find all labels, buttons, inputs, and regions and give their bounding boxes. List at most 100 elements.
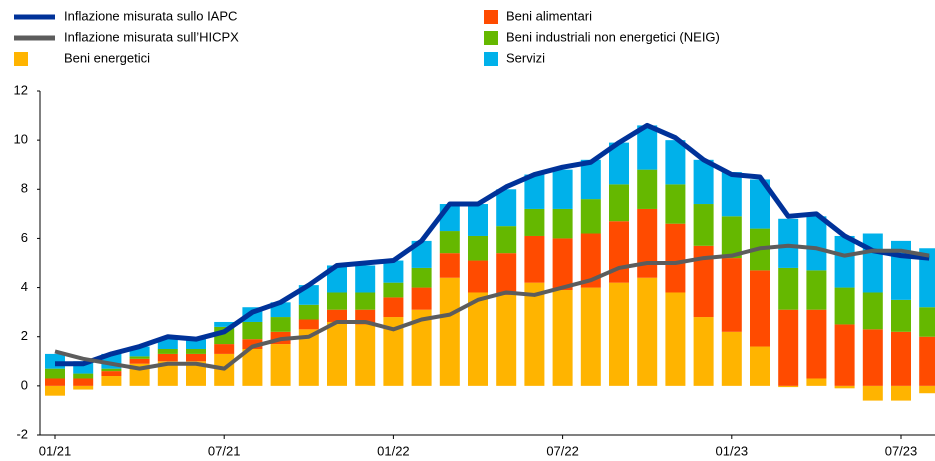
bar-segment: [101, 368, 122, 372]
bar-segment: [411, 240, 432, 268]
bar-segment: [242, 339, 263, 349]
line-series: [54, 243, 930, 371]
legend-label: Inflazione misurata sullo IAPC: [64, 8, 237, 23]
bar-segment: [186, 353, 206, 362]
bar-segment: [157, 353, 178, 362]
bar-segment: [637, 125, 658, 170]
bar-segment: [919, 248, 935, 308]
bar-segment: [242, 349, 263, 386]
bar-segment: [242, 321, 263, 340]
legend-label: Beni industriali non energetici (NEIG): [506, 29, 720, 44]
bar-segment: [665, 292, 686, 386]
bar-segment: [834, 324, 855, 386]
bar-segment: [609, 282, 629, 386]
bar-segment: [665, 184, 686, 224]
legend-line: [14, 14, 55, 20]
bar-segment: [580, 287, 601, 386]
bar-segment: [45, 378, 65, 386]
y-tick-label: 12: [14, 82, 28, 97]
bar-segment: [411, 309, 432, 386]
bar-segment: [891, 299, 911, 332]
x-tick-label: 07/21: [208, 443, 241, 458]
line-series: [55, 122, 930, 367]
bar-segment: [750, 346, 770, 386]
x-tick-label: 07/23: [885, 443, 918, 458]
y-tick-label: 10: [14, 132, 28, 147]
bar-segment: [298, 304, 319, 320]
bar-segment: [439, 277, 460, 386]
bar-segment: [73, 378, 94, 386]
bar-segment: [524, 235, 545, 283]
bar-segment: [919, 385, 935, 394]
bar-segment: [891, 385, 911, 401]
bar-segment: [778, 309, 799, 386]
bar-segment: [45, 368, 65, 379]
bar-segment: [637, 208, 658, 278]
bar-segment: [157, 361, 178, 386]
bar-segment: [468, 235, 488, 261]
bar-segment: [270, 344, 291, 386]
bar-segment: [45, 385, 65, 396]
y-tick-label: 0: [21, 377, 28, 392]
bar-segment: [750, 270, 770, 347]
bar-segment: [327, 321, 347, 386]
y-tick-label: 4: [21, 279, 28, 294]
bar-segment: [129, 346, 150, 357]
bar-segment: [383, 297, 404, 318]
bar-segment: [129, 356, 150, 359]
bar-segment: [721, 216, 742, 259]
bar-segment: [186, 339, 206, 349]
bar-segment: [411, 267, 432, 288]
bar-segment: [778, 267, 799, 310]
bar-segment: [157, 339, 178, 349]
bar-segment: [214, 344, 235, 354]
bar-segment: [693, 317, 714, 386]
bar-segment: [862, 233, 883, 293]
legend-label: Beni energetici: [64, 50, 150, 65]
bar-segment: [496, 294, 517, 386]
bar-segment: [383, 282, 404, 298]
bar-segment: [580, 233, 601, 288]
bar-segment: [552, 208, 573, 239]
bar-segment: [298, 319, 319, 330]
bar-segment: [637, 169, 658, 209]
bar-segment: [806, 378, 827, 386]
legend-line: [14, 35, 55, 41]
bar-segment: [862, 292, 883, 330]
bar-segment: [721, 331, 742, 386]
bar-segment: [524, 282, 545, 386]
bar-segment: [327, 292, 347, 310]
bar-segment: [439, 253, 460, 278]
legend-label: Inflazione misurata sull’HICPX: [64, 29, 239, 44]
bar-segment: [552, 169, 573, 209]
bar-segment: [750, 179, 770, 229]
bar-segment: [834, 385, 855, 389]
y-tick-label: 2: [21, 328, 28, 343]
bar-segment: [806, 309, 827, 379]
bar-segment: [73, 385, 94, 390]
y-tick-label: -2: [16, 426, 28, 441]
bar-segment: [496, 253, 517, 295]
bar-segment: [496, 226, 517, 254]
x-tick-label: 01/22: [377, 443, 410, 458]
bar-segment: [609, 142, 629, 185]
bar-segment: [919, 307, 935, 337]
bar-segment: [270, 317, 291, 332]
legend-swatch: [484, 10, 498, 24]
bar-segment: [637, 277, 658, 386]
bar-segment: [101, 376, 122, 386]
bar-segment: [721, 258, 742, 332]
bar-segment: [327, 309, 347, 322]
bar-segment: [806, 216, 827, 271]
bar-segment: [496, 189, 517, 227]
bar-segment: [214, 321, 235, 327]
y-tick-label: 8: [21, 181, 28, 196]
bar-segment: [693, 204, 714, 246]
bar-segment: [693, 159, 714, 205]
bar-segment: [834, 287, 855, 325]
bar-segment: [580, 199, 601, 234]
bar-segment: [468, 204, 488, 236]
bar-segment: [919, 336, 935, 386]
bar-segment: [778, 218, 799, 268]
bar-segment: [552, 238, 573, 291]
